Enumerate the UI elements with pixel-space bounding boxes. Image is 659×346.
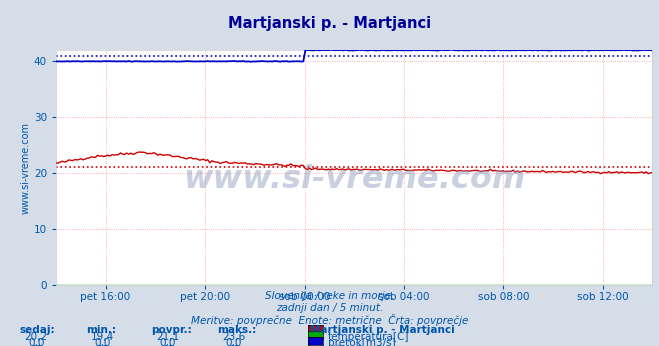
Text: Meritve: povprečne  Enote: metrične  Črta: povprečje: Meritve: povprečne Enote: metrične Črta:… [191,314,468,326]
Text: višina[cm]: višina[cm] [328,345,383,346]
Text: 41: 41 [161,345,175,346]
Text: 20,2: 20,2 [24,332,48,342]
Text: www.si-vreme.com: www.si-vreme.com [183,164,525,195]
Text: temperatura[C]: temperatura[C] [328,332,410,342]
Text: 21,1: 21,1 [156,332,180,342]
Text: Slovenija / reke in morje.: Slovenija / reke in morje. [265,291,394,301]
Text: 0,0: 0,0 [28,338,44,346]
Text: min.:: min.: [86,325,116,335]
Text: Martjanski p. - Martjanci: Martjanski p. - Martjanci [310,325,455,335]
Text: 0,0: 0,0 [226,338,242,346]
Text: 19,4: 19,4 [90,332,114,342]
Text: Martjanski p. - Martjanci: Martjanski p. - Martjanci [228,16,431,30]
Y-axis label: www.si-vreme.com: www.si-vreme.com [21,122,31,214]
Text: 40: 40 [96,345,109,346]
Text: 42: 42 [30,345,43,346]
Text: povpr.:: povpr.: [152,325,192,335]
Text: 42: 42 [227,345,241,346]
Text: 23,6: 23,6 [222,332,246,342]
Text: zadnji dan / 5 minut.: zadnji dan / 5 minut. [276,303,383,313]
Text: maks.:: maks.: [217,325,257,335]
Text: pretok[m3/s]: pretok[m3/s] [328,338,396,346]
Text: 0,0: 0,0 [94,338,110,346]
Text: sedaj:: sedaj: [20,325,55,335]
Text: 0,0: 0,0 [160,338,176,346]
